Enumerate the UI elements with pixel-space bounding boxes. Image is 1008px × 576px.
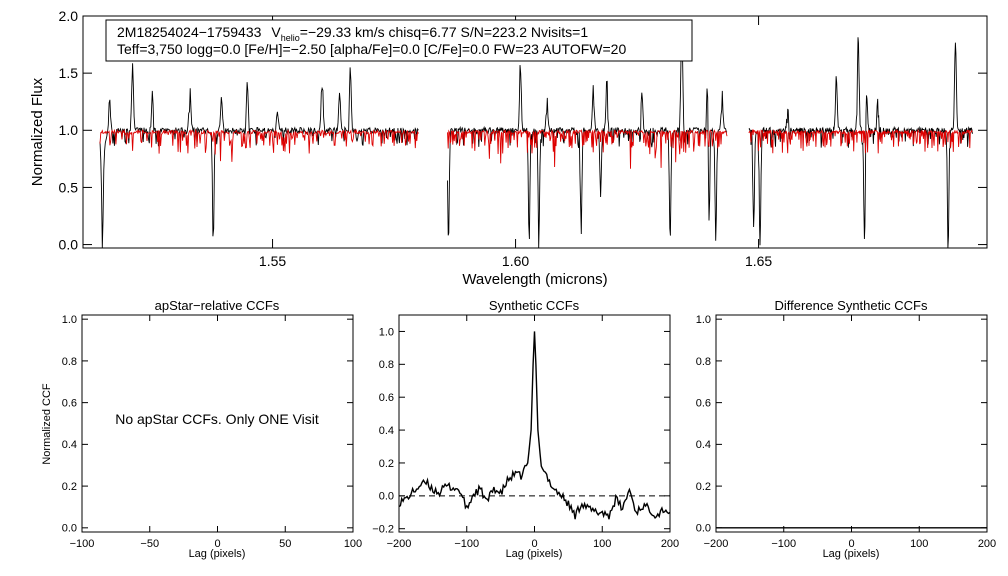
y-tick-label: 0.6 [696,397,711,409]
y-tick-label: 0.0 [379,491,394,503]
y-tick-label: 0.4 [696,439,711,451]
synthetic-ccf-line [398,331,671,520]
x-tick-label: 100 [910,538,928,550]
spectrum-axes-frame [82,15,988,249]
y-tick-label: 0.5 [59,179,79,195]
y-tick-label: 1.0 [59,122,79,138]
x-tick-label: 200 [661,538,679,550]
y-tick-label: 0.4 [379,425,394,437]
apstar-ccf-ticks: −100 −50 0 50 100 0.0 0.2 0.4 0.6 0.8 1.0 [62,314,362,550]
x-tick-label: 0 [531,538,537,550]
apstar-ccf-title: apStar−relative CCFs [155,298,280,313]
y-tick-label: −0.2 [372,524,394,536]
y-tick-label: 0.6 [62,397,77,409]
x-tick-label: 50 [279,538,291,550]
difference-ccf-ticks: −200 −100 0 100 200 0.0 0.2 0.4 0.6 0.8 1.0 [696,314,996,550]
difference-ccf-axes-frame [715,314,988,533]
synthetic-ccf-title: Synthetic CCFs [489,298,580,313]
observed-spectrum-line [99,63,419,249]
v-symbol: V [271,24,281,40]
y-tick-label: 1.0 [62,314,77,326]
x-tick-label: 0 [214,538,220,550]
x-tick-label: 1.65 [745,253,772,269]
y-tick-label: 0.8 [696,356,711,368]
v-subscript: helio [281,33,300,43]
y-tick-label: 1.0 [696,314,711,326]
spectrum-xlabel: Wavelength (microns) [462,271,607,288]
x-tick-label: −200 [387,538,412,550]
x-tick-label: −50 [140,538,159,550]
spectrum-panel: 1.55 1.60 1.65 0.0 0.5 1.0 1.5 2.0 Normalized F… [29,8,988,288]
difference-ccf-panel: Difference Synthetic CCFs −200 −100 0 100 20… [696,298,996,560]
x-tick-label: 100 [593,538,611,550]
x-tick-label: 200 [978,538,996,550]
y-tick-label: 1.0 [379,326,394,338]
x-tick-label: −100 [70,538,95,550]
apstar-ccf-ylabel: Normalized CCF [41,383,53,465]
x-tick-label: 1.55 [259,253,286,269]
observed-spectrum-line [748,37,973,249]
y-tick-label: 0.2 [696,481,711,493]
x-tick-label: 0 [848,538,854,550]
spectrum-info-line2: Teff=3,750 logg=0.0 [Fe/H]=−2.50 [alpha/… [117,41,626,57]
x-tick-label: 100 [344,538,362,550]
x-tick-label: 1.60 [502,253,529,269]
x-tick-label: −200 [704,538,729,550]
spectrum-info-line1: 2M18254024−1759433 Vhelio=−29.33 km/s chi… [117,24,588,43]
x-tick-label: −100 [771,538,796,550]
y-tick-label: 0.6 [379,392,394,404]
y-tick-label: 2.0 [59,8,79,24]
x-tick-label: −100 [454,538,479,550]
observed-spectrum-line [447,20,728,248]
y-tick-label: 1.5 [59,65,79,81]
y-tick-label: 0.2 [62,481,77,493]
velocity-and-stats: =−29.33 km/s chisq=6.77 S/N=223.2 Nvisit… [300,24,589,40]
y-tick-label: 0.0 [62,523,77,535]
model-spectrum-line [748,128,973,154]
apstar-ccf-panel: apStar−relative CCFs −100 −50 0 50 100 0.0 0.2… [41,298,362,560]
y-tick-label: 0.0 [59,236,79,252]
synthetic-ccf-panel: Synthetic CCFs −200 −100 0 100 200 −0.2 0.0 0.2… [372,298,679,560]
model-spectrum-line [99,128,419,162]
apstar-ccf-xlabel: Lag (pixels) [189,548,246,560]
no-ccf-message: No apStar CCFs. Only ONE Visit [115,411,319,427]
y-tick-label: 0.0 [696,523,711,535]
synthetic-ccf-data [398,331,671,520]
synthetic-ccf-ticks: −200 −100 0 100 200 −0.2 0.0 0.2 0.4 0.6 0.8 1.0 [372,315,679,550]
y-tick-label: 0.8 [62,356,77,368]
difference-ccf-title: Difference Synthetic CCFs [775,298,928,313]
y-tick-label: 0.8 [379,359,394,371]
spectrum-data [99,20,973,249]
y-tick-label: 0.2 [379,458,394,470]
model-spectrum-line [447,128,728,169]
spectrum-ylabel: Normalized Flux [29,77,46,186]
difference-ccf-xlabel: Lag (pixels) [823,548,880,560]
spectrum-info-box [105,19,693,62]
y-tick-label: 0.4 [62,439,77,451]
synthetic-ccf-xlabel: Lag (pixels) [506,548,563,560]
star-id: 2M18254024−1759433 [117,24,262,40]
